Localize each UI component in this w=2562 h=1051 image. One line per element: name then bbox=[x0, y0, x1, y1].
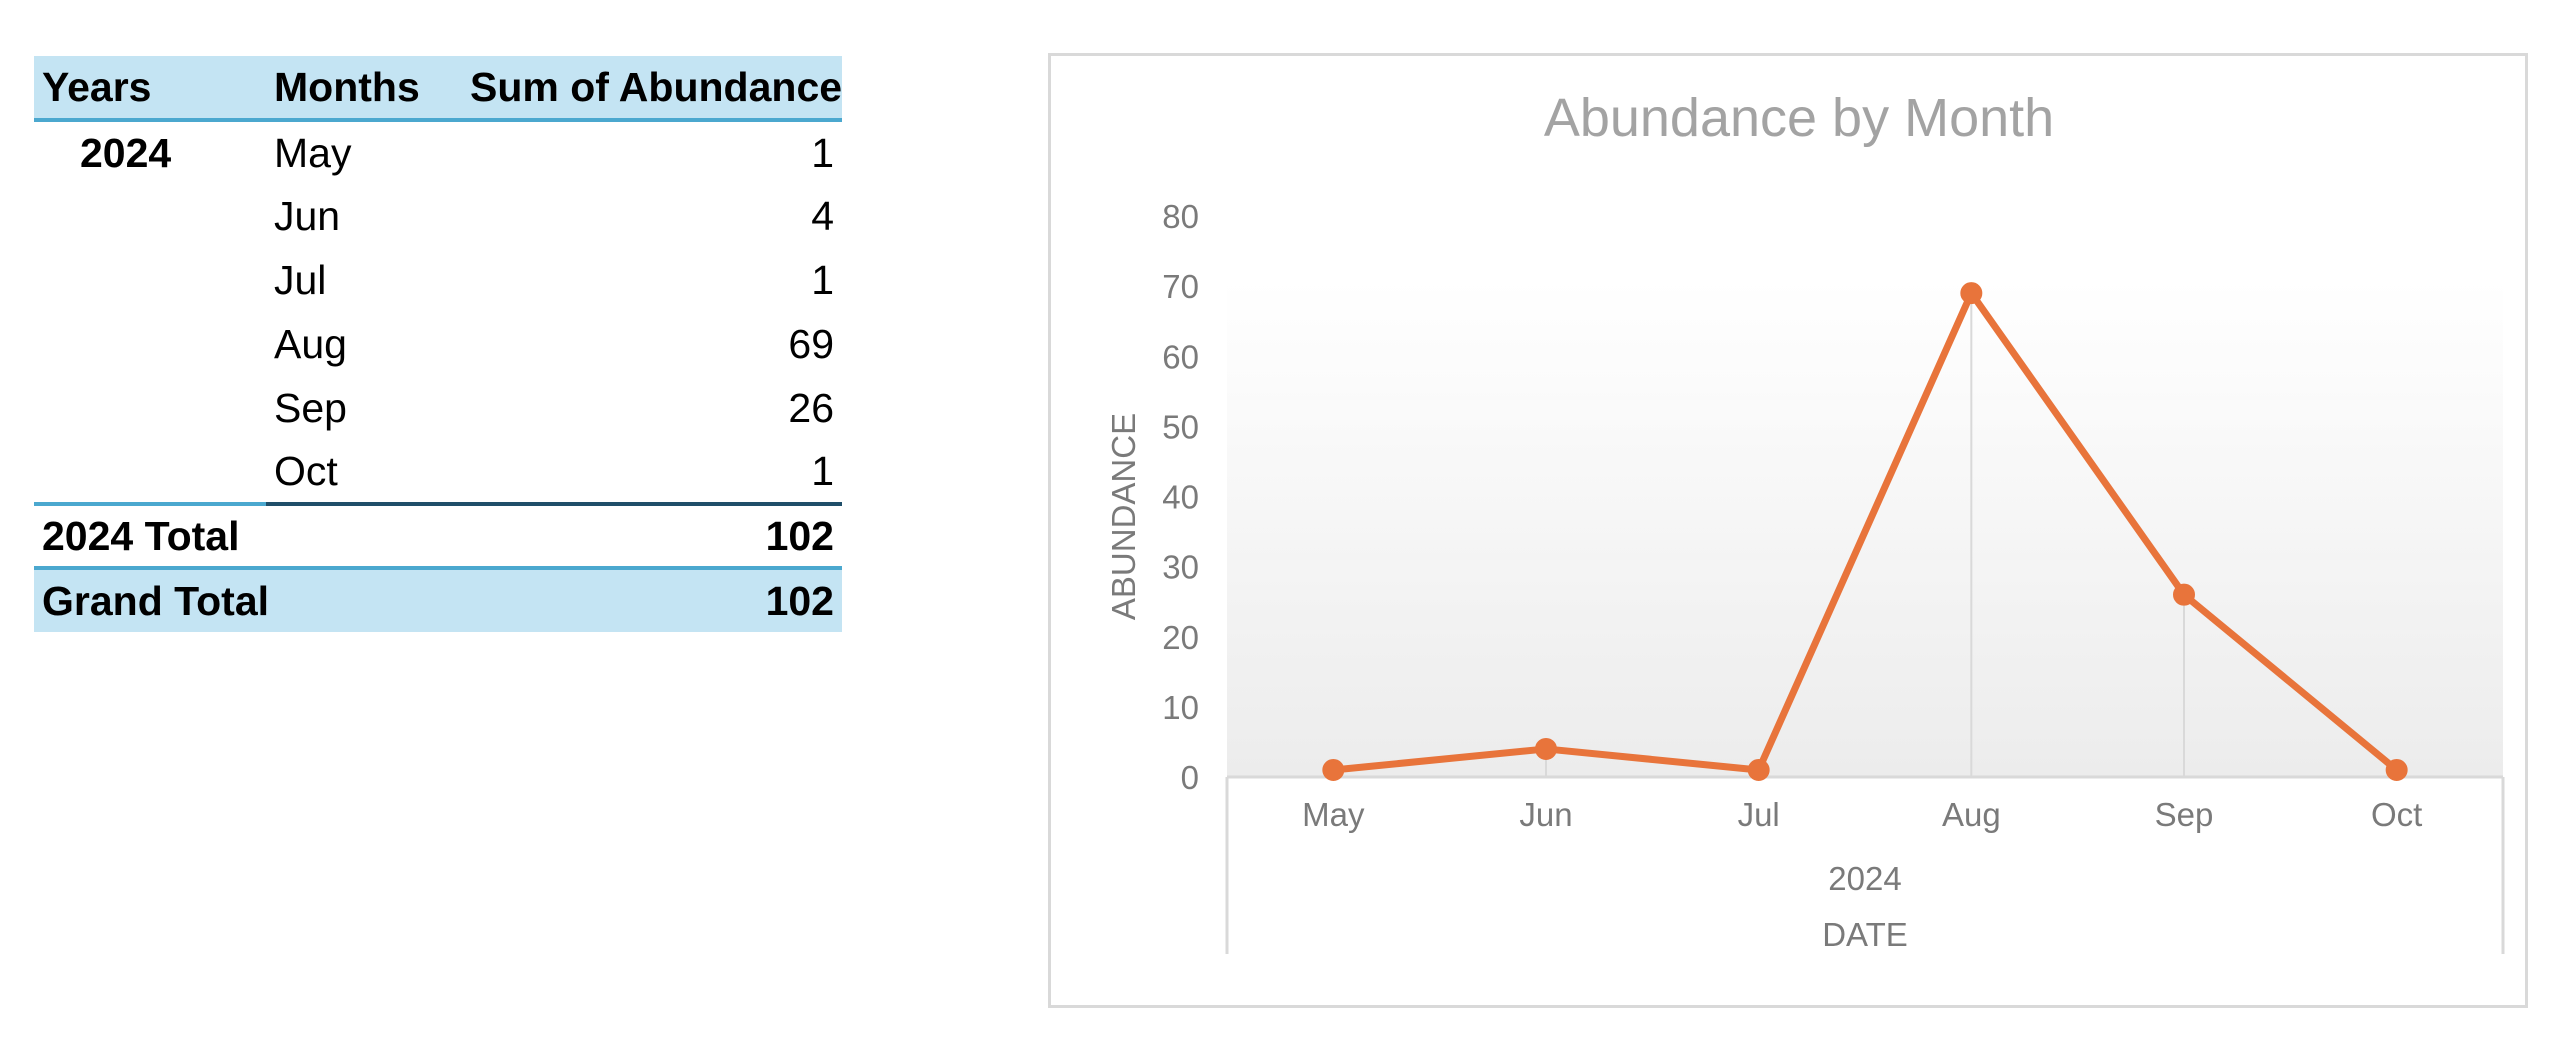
x-axis-title[interactable]: DATE bbox=[1822, 916, 1908, 953]
y-tick-label: 40 bbox=[1162, 479, 1199, 516]
data-point bbox=[2173, 583, 2195, 606]
empty-cell[interactable] bbox=[34, 184, 266, 248]
grand-total-label[interactable]: Grand Total bbox=[34, 568, 269, 632]
subtotal-row: 2024 Total 102 bbox=[34, 504, 842, 570]
chart-area[interactable]: Abundance by Month ABUNDANCE 2024 DATE 0… bbox=[1048, 53, 2528, 1008]
value-cell[interactable]: 1 bbox=[811, 256, 834, 303]
y-tick-label: 0 bbox=[1181, 759, 1199, 796]
x-axis-group-label[interactable]: 2024 bbox=[1828, 860, 1901, 897]
y-tick-label: 60 bbox=[1162, 338, 1199, 375]
data-point bbox=[1535, 737, 1557, 760]
data-point bbox=[1747, 758, 1770, 781]
data-point bbox=[1960, 282, 1983, 305]
year-cell[interactable]: 2024 bbox=[80, 129, 172, 176]
month-cell[interactable]: Aug bbox=[274, 320, 347, 367]
empty-cell[interactable] bbox=[34, 248, 266, 312]
value-cell[interactable]: 4 bbox=[811, 192, 834, 239]
x-tick-label: Jul bbox=[1738, 796, 1780, 833]
pivot-table: Years Months Sum of Abundance 2024 May 1… bbox=[34, 56, 842, 632]
y-tick-label: 30 bbox=[1162, 549, 1199, 586]
month-cell[interactable]: Sep bbox=[274, 384, 347, 431]
data-point bbox=[2385, 758, 2408, 781]
y-tick-label: 50 bbox=[1162, 408, 1199, 445]
x-tick-label: Oct bbox=[2371, 796, 2422, 833]
line-chart[interactable]: Abundance by Month ABUNDANCE 2024 DATE 0… bbox=[1051, 56, 2525, 1005]
y-tick-label: 80 bbox=[1162, 198, 1199, 235]
x-tick-label: Aug bbox=[1942, 796, 2001, 833]
table-row: Aug 69 bbox=[34, 312, 842, 376]
month-cell[interactable]: Jun bbox=[274, 192, 341, 239]
grand-total-row: Grand Total 102 bbox=[34, 568, 842, 632]
empty-cell[interactable] bbox=[34, 440, 266, 506]
value-cell[interactable]: 1 bbox=[811, 129, 834, 176]
header-years[interactable]: Years bbox=[34, 56, 266, 122]
y-axis-title[interactable]: ABUNDANCE bbox=[1105, 413, 1142, 620]
y-tick-label: 10 bbox=[1162, 689, 1199, 726]
month-cell[interactable]: May bbox=[274, 129, 352, 176]
header-sum-of-abundance[interactable]: Sum of Abundance bbox=[462, 56, 842, 122]
value-cell[interactable]: 26 bbox=[788, 384, 834, 431]
x-tick-label: Sep bbox=[2155, 796, 2214, 833]
series-line bbox=[1332, 289, 2399, 774]
value-cell[interactable]: 1 bbox=[462, 440, 842, 506]
y-tick-label: 20 bbox=[1162, 619, 1199, 656]
data-point bbox=[1322, 758, 1345, 781]
pivot-header-row: Years Months Sum of Abundance bbox=[34, 56, 842, 122]
empty-cell[interactable] bbox=[266, 568, 462, 632]
table-row: Jul 1 bbox=[34, 248, 842, 312]
chart-title[interactable]: Abundance by Month bbox=[1544, 88, 2054, 148]
subtotal-label[interactable]: 2024 Total bbox=[34, 504, 266, 570]
table-row: Oct 1 bbox=[34, 440, 842, 506]
empty-cell[interactable] bbox=[34, 312, 266, 376]
table-row: Sep 26 bbox=[34, 376, 842, 440]
empty-cell[interactable] bbox=[34, 376, 266, 440]
grand-total-value[interactable]: 102 bbox=[462, 568, 842, 632]
empty-cell[interactable] bbox=[266, 504, 462, 570]
x-tick-label: May bbox=[1302, 796, 1365, 833]
month-cell[interactable]: Jul bbox=[274, 256, 327, 303]
header-months[interactable]: Months bbox=[266, 56, 462, 122]
x-tick-label: Jun bbox=[1519, 796, 1572, 833]
value-cell[interactable]: 69 bbox=[788, 320, 834, 367]
subtotal-value[interactable]: 102 bbox=[462, 504, 842, 570]
y-tick-label: 70 bbox=[1162, 268, 1199, 305]
month-cell[interactable]: Oct bbox=[266, 440, 462, 506]
table-row: 2024 May 1 bbox=[34, 120, 842, 184]
table-row: Jun 4 bbox=[34, 184, 842, 248]
